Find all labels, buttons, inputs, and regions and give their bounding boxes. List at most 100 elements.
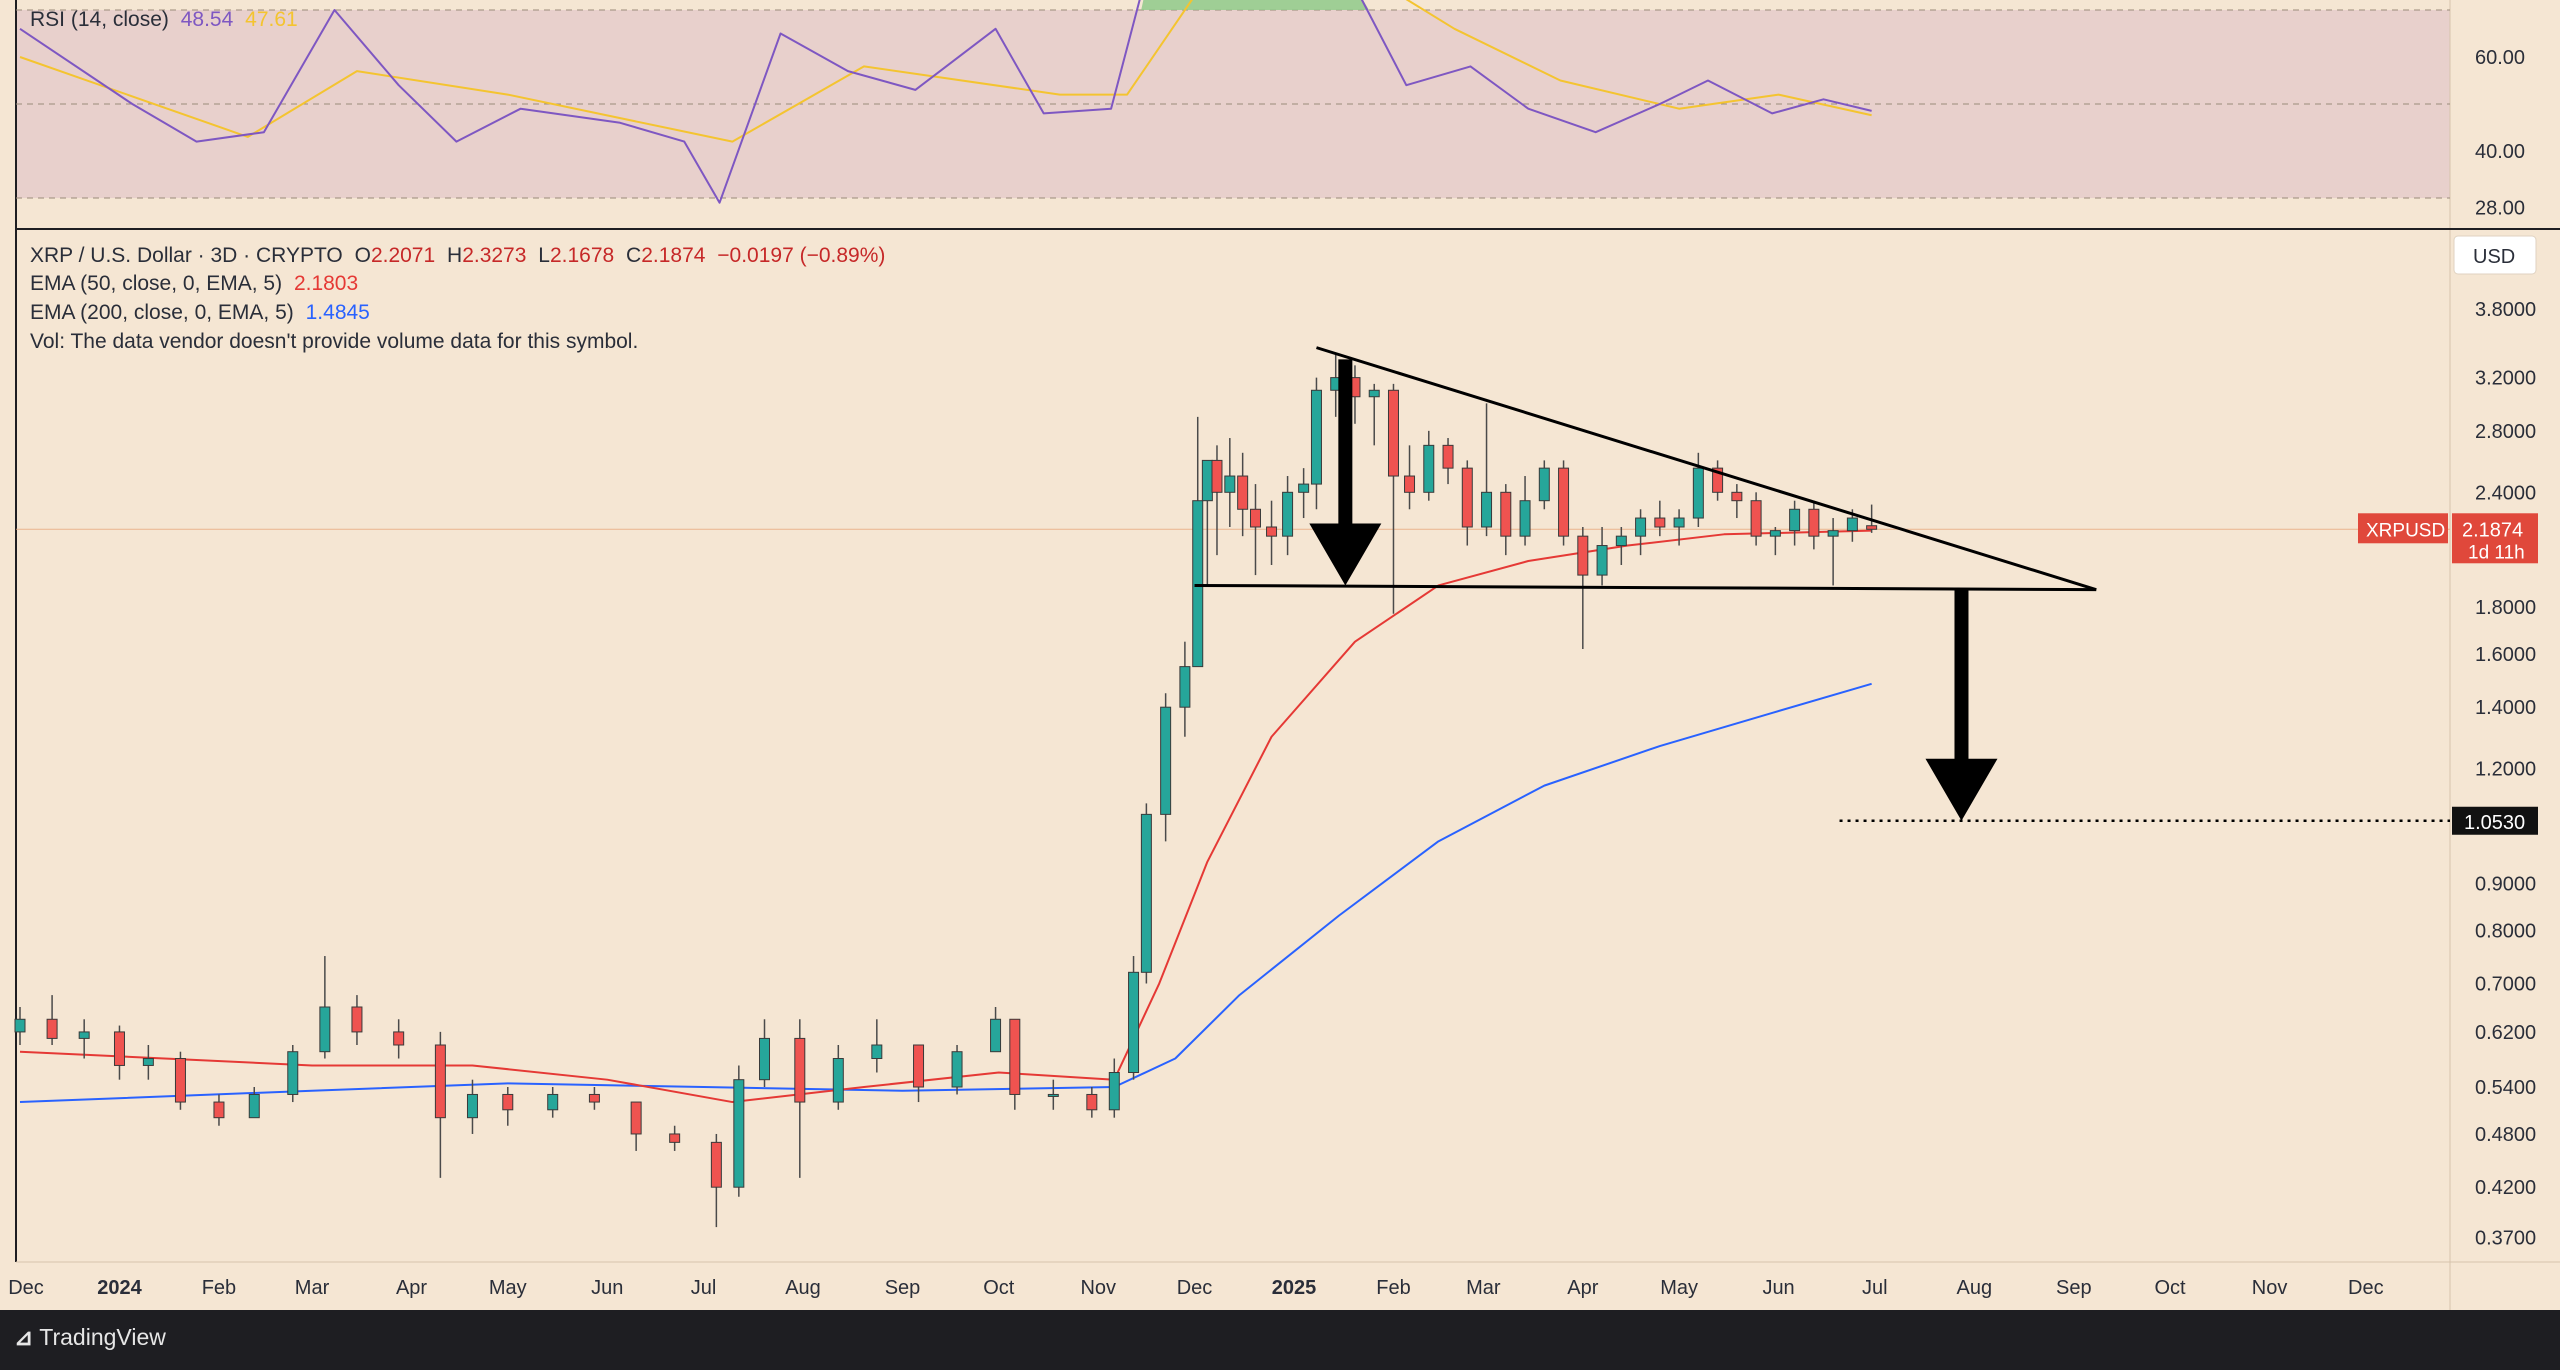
ema50-label: EMA (50, close, 0, EMA, 5)	[30, 272, 283, 295]
candle-body	[1692, 467, 1704, 519]
time-axis-label: May	[489, 1277, 527, 1299]
rsi-line	[19, 0, 1872, 204]
candle-body	[1298, 483, 1310, 493]
descending-trendline[interactable]	[1316, 346, 2097, 592]
last-price-tag	[2452, 513, 2538, 564]
candle-body	[1538, 467, 1550, 502]
rsi-value: 48.54	[180, 8, 234, 31]
price-axis-label: 0.4200	[2475, 1177, 2536, 1199]
price-axis-label: 3.8000	[2475, 299, 2536, 321]
candle-body	[1827, 530, 1839, 537]
candle-body	[1481, 491, 1493, 528]
candle-body	[1192, 500, 1204, 668]
candle-body	[1387, 389, 1399, 477]
symbol-tag-label: XRPUSD	[2366, 520, 2445, 541]
candle-body	[174, 1058, 186, 1103]
down-arrow[interactable]	[1925, 589, 1998, 821]
candle-body	[990, 1018, 1002, 1053]
candle-body	[710, 1141, 722, 1188]
candle-body	[434, 1044, 446, 1119]
candle-body	[1423, 444, 1435, 493]
time-axis-label: Jun	[591, 1277, 623, 1299]
currency-button[interactable]	[2453, 235, 2537, 275]
candle-body	[913, 1044, 925, 1088]
candle-body	[1128, 971, 1140, 1074]
candle-body	[832, 1058, 844, 1103]
footer-bar: ⊿ TradingView	[0, 1310, 2560, 1370]
candle-body	[351, 1006, 363, 1033]
tradingview-brand: TradingView	[39, 1324, 166, 1350]
candle-body	[1179, 666, 1191, 708]
candle-body	[248, 1093, 260, 1119]
ohlc-open: O2.2071	[354, 244, 436, 267]
candle-body	[502, 1093, 514, 1111]
rsi-title: RSI (14, close)	[30, 8, 169, 31]
last-price-label: 2.1874	[2462, 519, 2523, 541]
symbol-title: XRP / U.S. Dollar · 3D · CRYPTO	[30, 244, 343, 267]
price-axis-label: 0.9000	[2475, 873, 2536, 895]
time-axis-label: Dec	[1177, 1277, 1213, 1299]
support-line[interactable]	[1194, 583, 2097, 592]
candle-body	[1201, 459, 1213, 502]
candle-body	[630, 1101, 642, 1135]
target-price-tag	[2452, 806, 2538, 835]
candle-body	[733, 1079, 745, 1188]
time-axis-label: Nov	[1080, 1277, 1116, 1299]
candle-body	[1237, 475, 1249, 510]
candle-body	[142, 1058, 154, 1066]
candle-body	[759, 1037, 771, 1081]
time-axis-label: 2024	[97, 1277, 142, 1299]
tradingview-logo[interactable]: ⊿ TradingView	[14, 1324, 166, 1351]
price-axis-label: 1.6000	[2475, 644, 2536, 666]
time-axis-label: Mar	[1466, 1277, 1501, 1299]
candle-body	[1282, 491, 1294, 537]
candle-body	[1519, 500, 1531, 537]
candle-body	[1789, 508, 1801, 532]
time-axis-label: Aug	[1957, 1277, 1993, 1299]
candle-body	[319, 1006, 331, 1053]
rsi-ma-value: 47.61	[245, 8, 298, 31]
candle-body	[1654, 517, 1666, 528]
rsi-legend: RSI (14, close) 48.54 47.61	[30, 8, 304, 32]
candle-body	[1047, 1093, 1059, 1097]
tradingview-logo-icon: ⊿	[14, 1324, 34, 1350]
currency-button-label: USD	[2473, 246, 2515, 268]
time-axis-label: May	[1660, 1277, 1698, 1299]
candle-body	[1596, 545, 1608, 576]
ema200-value: 1.4845	[305, 301, 370, 324]
candle-body	[1224, 475, 1236, 493]
candle-body	[1577, 535, 1589, 576]
price-axis-label: 2.4000	[2475, 482, 2536, 504]
time-axis-label: Dec	[8, 1277, 44, 1299]
candle-body	[1368, 389, 1380, 398]
price-axis-label: 1.8000	[2475, 597, 2536, 619]
price-axis-background	[2450, 0, 2560, 1310]
candle-body	[393, 1031, 405, 1046]
time-axis-label: Jun	[1762, 1277, 1794, 1299]
price-axis-label: 0.5400	[2475, 1077, 2536, 1099]
price-axis-label: 0.3700	[2475, 1228, 2536, 1250]
price-axis-label: 0.4800	[2475, 1124, 2536, 1146]
candle-body	[1160, 706, 1172, 815]
candle-body	[1808, 508, 1820, 537]
price-axis-label: 0.7000	[2475, 974, 2536, 996]
chart-canvas[interactable]: 80.0060.0040.0028.003.80003.20002.80002.…	[0, 0, 2560, 1310]
symbol-legend: XRP / U.S. Dollar · 3D · CRYPTO O2.2071 …	[30, 244, 891, 268]
candle-body	[1558, 467, 1570, 537]
price-axis-label: 0.6200	[2475, 1022, 2536, 1044]
time-axis-label: Apr	[396, 1277, 427, 1299]
target-price-label: 1.0530	[2464, 812, 2525, 834]
price-axis-label: 0.8000	[2475, 920, 2536, 942]
price-axis-label: 1.4000	[2475, 697, 2536, 719]
down-arrow[interactable]	[1309, 359, 1382, 586]
candle-body	[466, 1093, 478, 1119]
ohlc-high: H2.3273	[447, 244, 527, 267]
time-axis-label: Mar	[295, 1277, 330, 1299]
rsi-axis-label: 28.00	[2475, 197, 2525, 219]
ema50-legend: EMA (50, close, 0, EMA, 5) 2.1803	[30, 272, 364, 296]
time-axis-label: Dec	[2348, 1277, 2384, 1299]
bar-countdown-label: 1d 11h	[2468, 542, 2525, 563]
chart-background	[0, 0, 2560, 1310]
rsi-ma-line	[19, 0, 1872, 143]
candle-body	[1846, 517, 1858, 532]
